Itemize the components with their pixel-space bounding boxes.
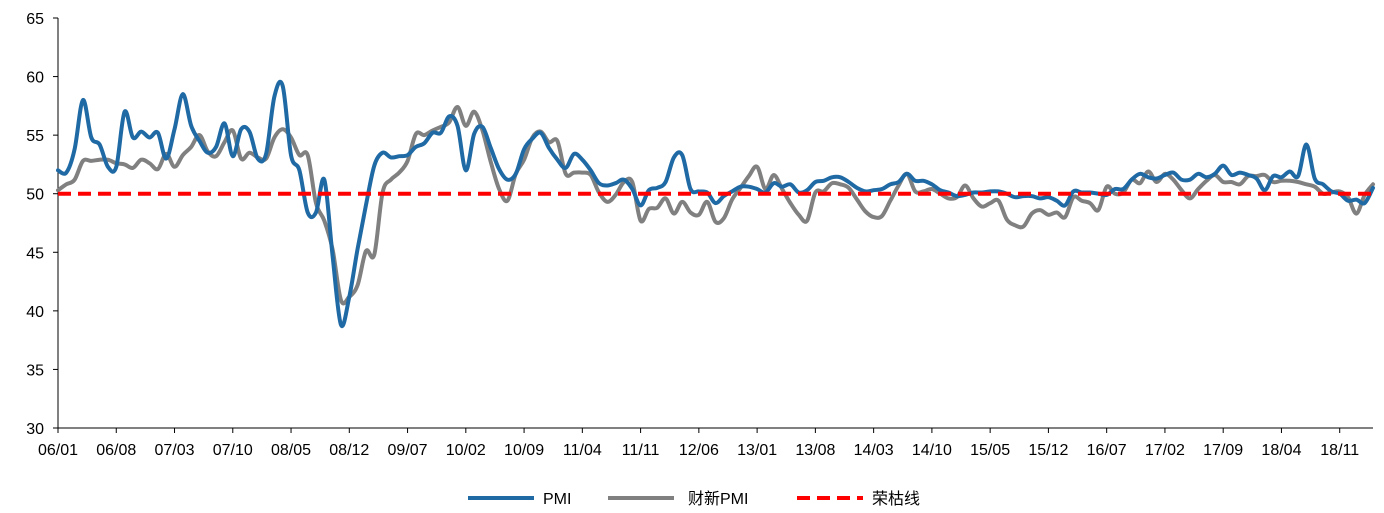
x-tick-label: 16/07 [1087,442,1127,459]
x-tick-label: 14/10 [912,442,952,459]
x-tick-label: 08/05 [271,442,311,459]
y-tick-label: 35 [26,362,44,379]
x-tick-label: 13/08 [795,442,835,459]
x-tick-label: 13/01 [737,442,777,459]
series-line-0 [56,79,1375,329]
x-tick-label: 15/05 [970,442,1010,459]
x-tick-label: 06/08 [96,442,136,459]
y-tick-label: 30 [26,421,44,438]
y-tick-label: 55 [26,128,44,145]
legend-label-0: PMI [543,491,571,508]
x-tick-label: 09/07 [388,442,428,459]
x-tick-label: 17/09 [1203,442,1243,459]
y-tick-label: 50 [26,187,44,204]
series-layer [56,79,1375,329]
x-tick-label: 08/12 [329,442,369,459]
x-tick-label: 14/03 [854,442,894,459]
legend-label-1: 财新PMI [688,490,748,508]
x-tick-label: 12/06 [679,442,719,459]
legend-label-2: 荣枯线 [872,490,920,508]
x-tick-label: 15/12 [1028,442,1068,459]
x-tick-label: 18/11 [1320,442,1359,459]
y-tick-label: 40 [26,304,44,321]
x-tick-label: 11/04 [563,442,602,459]
series-line-1 [56,105,1375,306]
x-tick-label: 11/11 [622,442,660,459]
x-tick-label: 10/09 [504,442,544,459]
x-tick-label: 06/01 [38,442,78,459]
x-tick-label: 17/02 [1145,442,1185,459]
y-tick-label: 65 [26,11,44,28]
x-axis: 06/01 06/08 07/03 07/10 08/05 08/12 09/07 10/02… [38,427,1373,459]
y-tick-label: 60 [26,70,44,87]
y-tick-label: 45 [26,245,44,262]
x-tick-label: 07/10 [213,442,253,459]
x-tick-label: 18/04 [1261,442,1301,459]
y-axis: 30 35 40 45 50 55 60 65 [26,11,59,438]
legend: PMI 财新PMI 荣枯线 [468,490,920,508]
x-tick-label: 10/02 [446,442,486,459]
x-tick-label: 07/03 [154,442,194,459]
